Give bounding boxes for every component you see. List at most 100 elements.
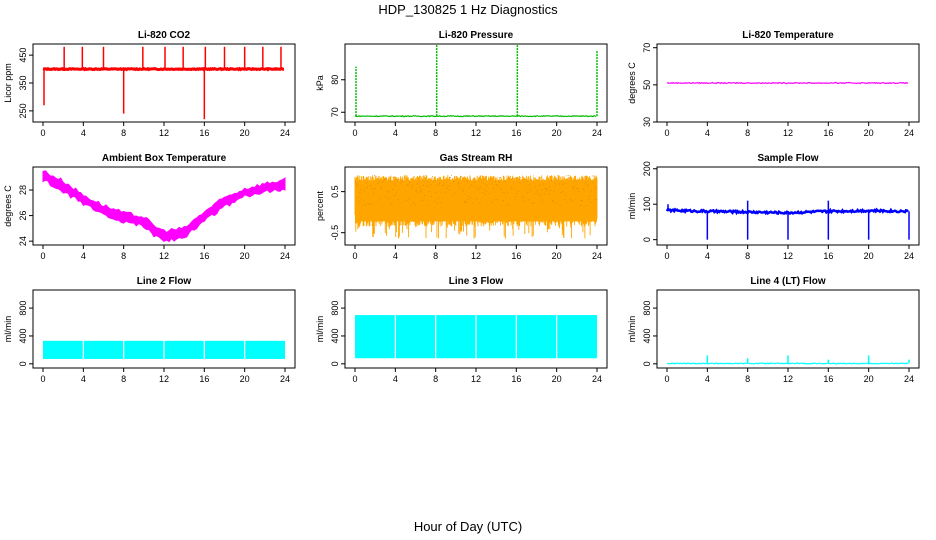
panel-1-y-tick-label: 450 — [18, 48, 28, 63]
panel-7-y-axis-label: ml/min — [3, 316, 13, 343]
panel-1-series — [42, 46, 284, 120]
panel-1-x-tick-label: 12 — [159, 128, 169, 138]
panel-3-x-tick-label: 20 — [864, 128, 874, 138]
panel-7-x-tick-label: 8 — [121, 374, 126, 384]
panel-9-y-tick-label: 0 — [642, 361, 652, 366]
panel-5-series — [354, 175, 598, 239]
panel-3-x-tick-label: 0 — [664, 128, 669, 138]
panel-9-x-tick-label: 4 — [705, 374, 710, 384]
panel-4: Ambient Box Temperature degrees C 0 4 8 12 16 2… — [3, 153, 296, 261]
panel-9-data-line — [666, 362, 909, 365]
panel-9-x-tick-label: 16 — [823, 374, 833, 384]
panel-1-data-line — [42, 66, 284, 72]
panel-9-y-tick-label: 400 — [642, 328, 652, 343]
panel-4-title: Ambient Box Temperature — [102, 153, 227, 164]
panel-2-y-tick-label: 70 — [330, 107, 340, 117]
panel-9-x-tick-label: 24 — [904, 374, 914, 384]
panel-4-x-tick-label: 8 — [121, 251, 126, 261]
panel-4-y-tick-label: 24 — [18, 236, 28, 246]
panel-8-x-tick-label: 0 — [352, 374, 357, 384]
panel-3-y-tick-label: 50 — [642, 80, 652, 90]
panel-6: Sample Flow ml/min 0 4 8 12 16 20 24 0 100 200 — [627, 153, 920, 261]
panel-7-title: Line 2 Flow — [137, 276, 192, 287]
panel-9: Line 4 (LT) Flow ml/min 0 4 8 12 16 20 24 0 400 800 — [627, 276, 920, 384]
panel-9-y-tick-label: 800 — [642, 301, 652, 316]
panel-7-x-tick-label: 4 — [81, 374, 86, 384]
panel-3-series — [666, 81, 909, 85]
panel-1-y-tick-label: 250 — [18, 103, 28, 118]
panel-9-title: Line 4 (LT) Flow — [750, 276, 826, 287]
panel-8-y-axis-label: ml/min — [315, 316, 325, 343]
panel-7-x-tick-label: 24 — [280, 374, 290, 384]
panel-8-x-tick-label: 24 — [592, 374, 602, 384]
panel-9-x-tick-label: 0 — [664, 374, 669, 384]
panel-1-x-tick-label: 16 — [199, 128, 209, 138]
panel-2-series — [354, 45, 598, 118]
panel-7-x-tick-label: 12 — [159, 374, 169, 384]
panel-4-x-tick-label: 0 — [40, 251, 45, 261]
panel-5-y-tick-label: -0.5 — [330, 225, 340, 241]
panel-5-x-tick-label: 4 — [393, 251, 398, 261]
panel-1-x-tick-label: 4 — [81, 128, 86, 138]
panel-2-x-tick-label: 20 — [552, 128, 562, 138]
panel-8-x-tick-label: 16 — [511, 374, 521, 384]
panel-4-data-band — [42, 170, 286, 243]
panel-8-x-tick-label: 8 — [433, 374, 438, 384]
panel-6-x-tick-label: 12 — [783, 251, 793, 261]
panel-2-y-tick-label: 80 — [330, 75, 340, 85]
panel-6-x-tick-label: 4 — [705, 251, 710, 261]
panel-7-x-tick-label: 0 — [40, 374, 45, 384]
panel-1: Li-820 CO2 Licor ppm 0 4 8 12 16 20 24 250 350 450 — [3, 30, 296, 138]
panel-3-x-tick-label: 4 — [705, 128, 710, 138]
panel-6-x-tick-label: 0 — [664, 251, 669, 261]
panel-6-x-tick-label: 24 — [904, 251, 914, 261]
panel-6-y-tick-label: 0 — [642, 237, 652, 242]
panel-3-title: Li-820 Temperature — [742, 30, 834, 41]
panel-6-y-tick-label: 200 — [642, 161, 652, 176]
figure-title: HDP_130825 1 Hz Diagnostics — [378, 2, 558, 17]
panel-8-y-tick-label: 800 — [330, 301, 340, 316]
panel-7: Line 2 Flow ml/min 0 4 8 12 16 20 24 0 400 800 — [3, 276, 296, 384]
panel-8-x-tick-label: 12 — [471, 374, 481, 384]
panel-1-y-axis-label: Licor ppm — [3, 63, 13, 103]
panel-2-title: Li-820 Pressure — [439, 30, 514, 41]
panel-7-y-tick-label: 400 — [18, 328, 28, 343]
panel-2-x-tick-label: 8 — [433, 128, 438, 138]
panel-8-y-tick-label: 400 — [330, 328, 340, 343]
panel-3-x-tick-label: 24 — [904, 128, 914, 138]
panel-5-title: Gas Stream RH — [440, 153, 513, 164]
panel-9-x-tick-label: 20 — [864, 374, 874, 384]
panel-8-y-tick-label: 0 — [330, 361, 340, 366]
panel-2-plot-frame — [344, 43, 608, 123]
panel-5-x-tick-label: 20 — [552, 251, 562, 261]
panel-3-y-tick-label: 30 — [642, 117, 652, 127]
panel-4-y-axis-label: degrees C — [3, 185, 13, 227]
panel-4-x-tick-label: 16 — [199, 251, 209, 261]
panel-2-y-axis-label: kPa — [315, 75, 325, 91]
panel-3-x-tick-label: 12 — [783, 128, 793, 138]
figure-x-axis-label: Hour of Day (UTC) — [414, 519, 522, 534]
panel-2-x-tick-label: 0 — [352, 128, 357, 138]
panel-4-series — [42, 170, 286, 243]
panel-7-y-tick-label: 0 — [18, 361, 28, 366]
panel-1-plot-frame — [32, 43, 296, 123]
panel-8-x-tick-label: 20 — [552, 374, 562, 384]
panel-5-data-texture — [355, 175, 598, 207]
panel-7-y-tick-label: 800 — [18, 301, 28, 316]
panel-4-y-tick-label: 28 — [18, 185, 28, 195]
panel-8: Line 3 Flow ml/min 0 4 8 12 16 20 24 0 400 800 — [315, 276, 608, 384]
panel-4-x-tick-label: 20 — [240, 251, 250, 261]
panel-6-y-tick-label: 100 — [642, 197, 652, 212]
panel-6-x-tick-label: 8 — [745, 251, 750, 261]
panel-5-x-tick-label: 0 — [352, 251, 357, 261]
panel-5-x-tick-label: 8 — [433, 251, 438, 261]
panel-3-y-tick-label: 70 — [642, 43, 652, 53]
panel-7-x-tick-label: 20 — [240, 374, 250, 384]
panel-6-x-tick-label: 16 — [823, 251, 833, 261]
panel-1-x-tick-label: 0 — [40, 128, 45, 138]
panel-6-x-tick-label: 20 — [864, 251, 874, 261]
panel-5-y-axis-label: percent — [315, 190, 325, 221]
panel-2: Li-820 Pressure kPa 0 4 8 12 16 20 24 70 80 — [315, 30, 608, 138]
panel-3-data-line — [666, 81, 909, 85]
